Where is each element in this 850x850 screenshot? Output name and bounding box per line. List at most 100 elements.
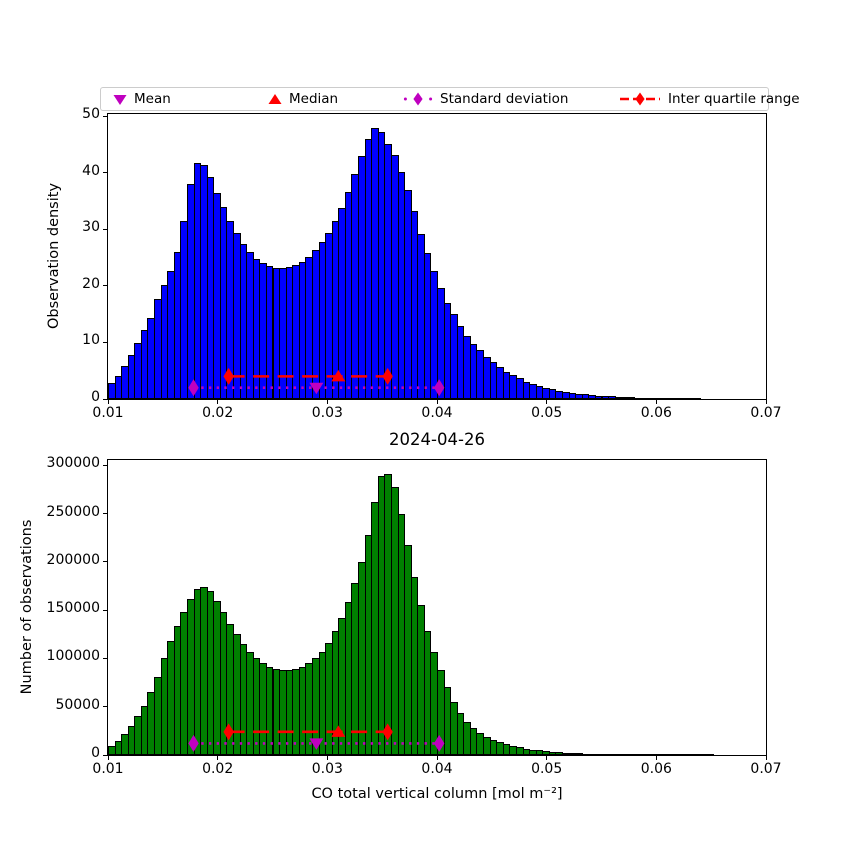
subplot-title-date: 2024-04-26 (389, 430, 485, 449)
histogram-bar (640, 397, 649, 399)
histogram-bar (647, 398, 656, 399)
y-tick-mark (103, 115, 107, 117)
histogram-bar (654, 398, 662, 399)
y-tick-mark (103, 464, 107, 466)
x-tick-mark (436, 400, 438, 404)
y-tick-mark (103, 285, 107, 287)
x-tick-label: 0.05 (531, 761, 563, 777)
histogram-bar (654, 754, 662, 755)
y-tick-label: 50 (82, 106, 100, 123)
x-tick-label: 0.04 (421, 405, 453, 421)
y-tick-label: 150000 (46, 600, 100, 617)
x-tick-label: 0.01 (92, 761, 124, 777)
x-tick-mark (655, 756, 657, 760)
x-tick-label: 0.06 (640, 761, 672, 777)
histogram-bar (693, 754, 702, 755)
histogram-bar (627, 754, 636, 755)
legend-item-standard-deviation: Standard deviation (403, 88, 568, 110)
histogram-bar (667, 754, 675, 755)
legend-label-standard-deviation: Standard deviation (440, 91, 569, 107)
histogram-bar (640, 754, 649, 755)
y-tick-mark (103, 228, 107, 230)
histogram-bar (588, 753, 596, 755)
histogram-bar (608, 754, 616, 755)
x-tick-mark (546, 756, 548, 760)
x-tick-label: 0.02 (202, 405, 234, 421)
histogram-bar (647, 754, 656, 755)
x-tick-label: 0.07 (750, 761, 782, 777)
top-histogram-plot: 0.01 0.02 0.03 0.04 0.05 0.06 0.07 0 10 20 30 40 50 (82, 107, 781, 420)
y-tick-mark (103, 513, 107, 515)
x-tick-label: 0.03 (311, 405, 343, 421)
x-tick-mark (765, 400, 767, 404)
histogram-bar (660, 398, 669, 399)
x-tick-label: 0.01 (92, 405, 124, 421)
legend-item-median: Median (268, 88, 338, 110)
histogram-bar (673, 754, 682, 755)
y-tick-label: 250000 (46, 503, 100, 520)
x-tick-label: 0.02 (202, 761, 234, 777)
y-tick-label: 30 (82, 219, 100, 236)
y-tick-label: 0 (91, 389, 100, 405)
histogram-bar (581, 753, 590, 755)
top-plot-ylabel: Observation density (46, 182, 62, 330)
x-tick-mark (217, 756, 219, 760)
x-tick-mark (326, 756, 328, 760)
legend-item-mean: Mean (113, 88, 171, 110)
histogram-bar (693, 398, 702, 399)
y-tick-label: 20 (82, 275, 100, 292)
legend-label-mean: Mean (134, 91, 171, 107)
x-tick-mark (217, 400, 219, 404)
mean-triangle-down-icon (113, 95, 127, 105)
bottom-histogram-plot: 0.01 0.02 0.03 0.04 0.05 0.06 0.07 0 50000 100000… (47, 456, 782, 776)
x-tick-mark (107, 756, 109, 760)
histogram-bar (627, 397, 636, 399)
histogram-bar (634, 397, 642, 399)
median-triangle-up-icon (268, 94, 282, 104)
stats-markers-overlay (188, 723, 445, 752)
legend-item-inter-quartile-range: Inter quartile range (619, 88, 800, 110)
y-tick-label: 0 (91, 745, 100, 761)
histogram-bar (594, 753, 603, 755)
histogram-bars-layer (108, 114, 766, 399)
histogram-bar (621, 754, 629, 755)
histogram-bar (614, 754, 623, 755)
x-tick-label: 0.05 (531, 405, 563, 421)
y-tick-mark (103, 172, 107, 174)
x-tick-mark (326, 400, 328, 404)
histogram-bars-layer (108, 460, 766, 755)
y-tick-mark (103, 657, 107, 659)
histogram-bar (601, 754, 610, 755)
x-tick-mark (765, 756, 767, 760)
histogram-bar (634, 754, 642, 755)
stats-markers-overlay (188, 367, 445, 397)
histogram-bar (575, 753, 583, 755)
x-tick-label: 0.03 (311, 761, 343, 777)
y-tick-mark (103, 754, 107, 756)
histogram-bar (680, 398, 689, 399)
iqr-diamond-icon (620, 92, 660, 106)
y-tick-label: 40 (82, 162, 100, 179)
y-tick-label: 100000 (46, 648, 100, 665)
histogram-bar (680, 754, 689, 755)
histogram-bar (660, 754, 669, 755)
histogram-bar (667, 398, 675, 399)
x-tick-mark (107, 400, 109, 404)
y-tick-label: 200000 (46, 551, 100, 568)
y-tick-mark (103, 609, 107, 611)
y-tick-mark (103, 341, 107, 343)
legend-label-inter-quartile-range: Inter quartile range (668, 91, 800, 107)
legend: Mean Median Standard deviation Inter qua… (100, 87, 800, 111)
x-tick-mark (546, 400, 548, 404)
y-tick-mark (103, 706, 107, 708)
y-tick-label: 10 (82, 332, 100, 349)
legend-label-median: Median (289, 91, 339, 107)
y-tick-mark (103, 561, 107, 563)
y-tick-label: 50000 (55, 696, 100, 713)
std-deviation-diamond-icon (403, 92, 433, 106)
histogram-bar (687, 754, 695, 755)
histogram-bar (673, 398, 682, 399)
histogram-bar (700, 754, 708, 755)
histogram-bar (687, 398, 695, 399)
